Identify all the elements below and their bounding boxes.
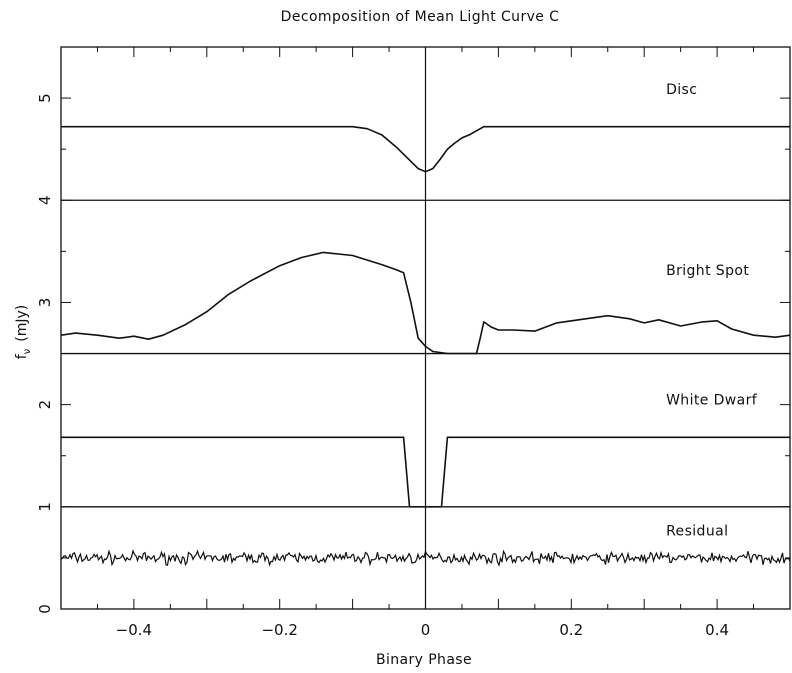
x-tick-label: 0.2 bbox=[559, 621, 583, 639]
series-white-dwarf bbox=[61, 436, 790, 508]
y-axis-label-sub: ν bbox=[22, 348, 33, 354]
y-axis-ticks: 0 1 2 3 4 5 bbox=[36, 46, 790, 614]
x-tick-label: −0.2 bbox=[261, 621, 297, 639]
series-bright-spot bbox=[60, 251, 791, 355]
y-axis-label: fν (mJy) bbox=[14, 305, 33, 360]
component-annotations: Disc Bright Spot White Dwarf Residual bbox=[666, 82, 758, 539]
x-tick-label: 0 bbox=[421, 621, 431, 639]
y-tick-label: 3 bbox=[36, 298, 54, 308]
y-tick-label: 1 bbox=[36, 502, 54, 512]
y-tick-label: 4 bbox=[36, 195, 54, 205]
svg-text:fν(mJy): fν (mJy) bbox=[14, 305, 33, 360]
series-layer bbox=[60, 125, 791, 567]
y-tick-label: 5 bbox=[36, 93, 54, 103]
chart-title: Decomposition of Mean Light Curve C bbox=[281, 9, 560, 25]
annotation-label: Residual bbox=[666, 523, 728, 539]
series-residual bbox=[60, 549, 791, 567]
series-disc bbox=[61, 125, 790, 173]
y-axis-label-main: f bbox=[14, 353, 30, 359]
y-tick-label: 2 bbox=[36, 400, 54, 410]
x-tick-label: −0.4 bbox=[116, 621, 152, 639]
y-tick-label: 0 bbox=[36, 604, 54, 614]
annotation-label: White Dwarf bbox=[666, 393, 758, 409]
x-axis-label: Binary Phase bbox=[376, 652, 472, 668]
x-axis-ticks: −0.4 −0.2 0 0.2 0.4 bbox=[60, 47, 791, 639]
x-tick-label: 0.4 bbox=[705, 621, 729, 639]
annotation-label: Bright Spot bbox=[666, 263, 749, 279]
annotation-label: Disc bbox=[666, 82, 697, 98]
y-axis-label-unit: (mJy) bbox=[14, 305, 30, 342]
